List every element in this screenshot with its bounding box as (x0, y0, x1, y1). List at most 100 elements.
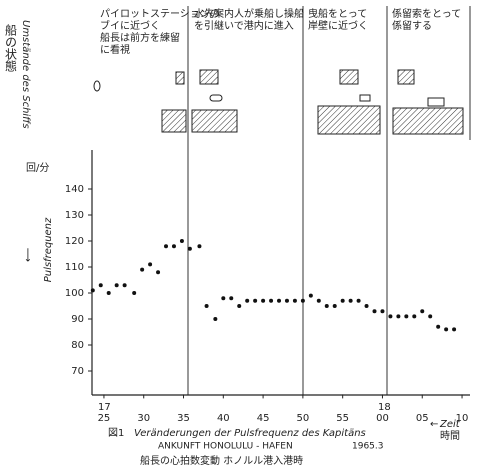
data-point (213, 317, 217, 321)
data-point (99, 283, 103, 287)
data-point (349, 299, 353, 303)
ship-icon (192, 110, 237, 132)
phase-caption: 係留索をとって (392, 7, 461, 20)
x-tick-label: 40 (217, 413, 230, 424)
x-tick-label: 25 (98, 413, 111, 424)
data-point (373, 309, 377, 313)
data-point (180, 239, 184, 243)
ship-icon (318, 106, 380, 134)
data-point (253, 299, 257, 303)
data-point (317, 299, 321, 303)
data-point (412, 314, 416, 318)
x-tick-label: 55 (336, 413, 349, 424)
data-point (341, 299, 345, 303)
ship-icon (200, 70, 218, 84)
phase-caption: ブイに近づく (100, 19, 160, 32)
data-point (91, 288, 95, 292)
data-point (293, 299, 297, 303)
data-point (221, 296, 225, 300)
data-point (140, 268, 144, 272)
ship-icon (398, 70, 414, 84)
data-point (404, 314, 408, 318)
data-point (229, 296, 233, 300)
y-tick-label: 110 (65, 262, 84, 273)
data-point (115, 283, 119, 287)
y-unit: 回/分 (26, 162, 49, 174)
data-point (396, 314, 400, 318)
x-tick-label: 35 (177, 413, 190, 424)
data-point (164, 244, 168, 248)
x-tick-label: 00 (376, 413, 389, 424)
ship-icon (210, 95, 222, 101)
ship-state-ja: 船の状態 (4, 24, 18, 72)
caption-ja: 船長の心拍数変動 ホノルル港入港時 (140, 454, 303, 467)
caption-place: ANKUNFT HONOLULU - HAFEN (158, 442, 293, 452)
data-point (245, 299, 249, 303)
data-point (261, 299, 265, 303)
data-point (357, 299, 361, 303)
figure-label: 図1 (108, 427, 124, 439)
x-tick-label: 30 (137, 413, 150, 424)
data-point (285, 299, 289, 303)
buoy-icon (94, 81, 100, 91)
y-tick-label: 90 (71, 314, 84, 325)
ship-state-de: Umstände des Schiffs (20, 20, 31, 129)
x-arrow: ← (430, 419, 438, 430)
data-point (197, 244, 201, 248)
data-point (269, 299, 273, 303)
caption-title: Veränderungen der Pulsfrequenz des Kapit… (134, 428, 366, 439)
phase-caption: 水先案内人が乗船し操船 (194, 7, 304, 20)
x-tick-label: 50 (297, 413, 310, 424)
data-point (172, 244, 176, 248)
x-tick-label: 45 (257, 413, 270, 424)
y-tick-label: 140 (65, 184, 84, 195)
y-tick-label: 70 (71, 366, 84, 377)
data-point (452, 327, 456, 331)
data-point (107, 291, 111, 295)
x-axis-label-ja: 時間 (440, 430, 460, 442)
y-tick-label: 120 (65, 236, 84, 247)
phase-caption: 曳船をとって (308, 7, 367, 20)
data-point (388, 314, 392, 318)
ship-icon (360, 95, 370, 101)
y-tick-label: 80 (71, 340, 84, 351)
data-point (156, 270, 160, 274)
data-point (205, 304, 209, 308)
data-point (365, 304, 369, 308)
ship-icon (393, 108, 463, 134)
phase-caption: 船長は前方を練留 (100, 31, 180, 44)
data-point (301, 299, 305, 303)
data-point (123, 283, 127, 287)
data-point (444, 327, 448, 331)
x-tick-label: 10 (456, 413, 469, 424)
data-point (132, 291, 136, 295)
data-point (148, 262, 152, 266)
data-point (436, 325, 440, 329)
ship-icon (340, 70, 358, 84)
hour-label: 17 (98, 402, 111, 413)
y-axis-label: Pulsfrequenz (43, 217, 54, 282)
data-point (333, 304, 337, 308)
caption-date: 1965.3 (352, 442, 384, 452)
data-point (420, 309, 424, 313)
data-point (188, 247, 192, 251)
ship-icon (162, 110, 186, 132)
y-arrow: ⟵ (23, 248, 34, 262)
data-point (325, 304, 329, 308)
figure: 船の状態 Umstände des Schiffs 回/分 Pulsfreque… (0, 0, 489, 471)
phase-caption: を引継いで港内に進入 (194, 19, 294, 32)
phase-caption: 岸壁に近づく (308, 19, 368, 32)
data-point (428, 314, 432, 318)
phase-caption: 係留する (392, 19, 432, 32)
data-point (277, 299, 281, 303)
x-tick-label: 05 (416, 413, 429, 424)
y-tick-label: 100 (65, 288, 84, 299)
hour-label: 18 (378, 402, 391, 413)
y-tick-label: 130 (65, 210, 84, 221)
ship-icon (176, 72, 184, 84)
data-point (237, 304, 241, 308)
data-point (309, 294, 313, 298)
ship-icon (428, 98, 444, 106)
data-point (380, 309, 384, 313)
phase-caption: に看視 (100, 43, 130, 56)
